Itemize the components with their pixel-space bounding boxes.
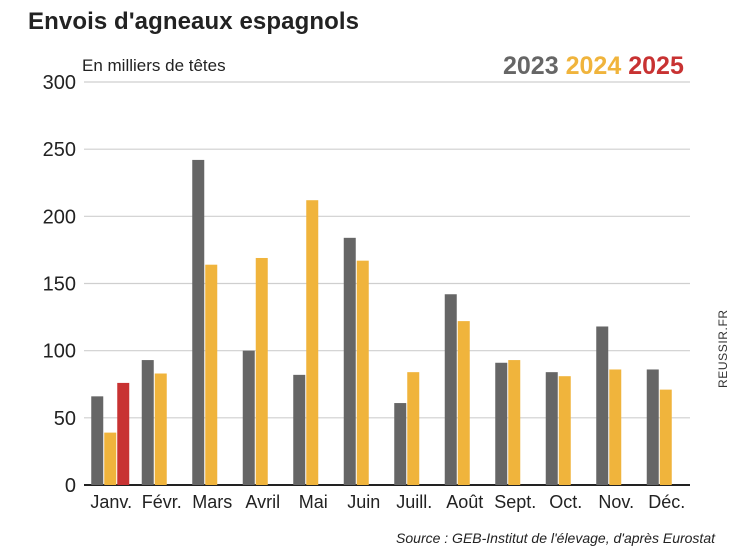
bar-2024-Oct. [558,376,571,485]
bar-2024-Avril [255,257,268,485]
bar-2023-Mars [192,159,205,485]
bar-2023-Nov. [596,326,609,485]
source-note: Source : GEB-Institut de l'élevage, d'ap… [396,530,715,546]
watermark: REUSSIR.FR [716,309,730,388]
bar-2024-Sept. [508,360,521,485]
bar-2024-Août [457,321,470,485]
bar-2023-Août [444,294,457,485]
x-tick-label: Févr. [142,492,182,512]
bar-2024-Juill. [407,372,420,485]
x-tick-label: Mai [299,492,328,512]
legend: 2023 2024 2025 [503,52,684,81]
bar-2023-Sept. [495,362,508,485]
bar-2024-Juin [356,260,369,485]
x-tick-label: Juin [347,492,380,512]
bar-2024-Févr. [154,373,167,485]
bar-2023-Juill. [394,403,407,485]
y-tick-label: 100 [43,341,76,363]
x-tick-label: Avril [245,492,280,512]
x-tick-label: Déc. [648,492,685,512]
bar-2024-Mars [205,264,218,485]
y-tick-label: 200 [43,206,76,228]
legend-item-2023: 2023 [503,52,559,80]
y-tick-label: 250 [43,139,76,161]
x-tick-label: Janv. [90,492,132,512]
x-tick-label: Sept. [494,492,536,512]
bar-2023-Janv. [91,396,104,485]
bar-2024-Nov. [609,369,622,485]
x-tick-label: Oct. [549,492,582,512]
chart-title: Envois d'agneaux espagnols [28,8,360,35]
x-tick-label: Nov. [598,492,634,512]
legend-item-2025: 2025 [628,52,684,80]
bar-2023-Mai [293,374,306,485]
bar-2025-Janv. [117,382,130,485]
bar-2024-Mai [306,200,319,486]
y-tick-label: 300 [43,72,76,94]
bar-2023-Févr. [141,360,154,485]
bar-2024-Janv. [104,432,117,485]
y-tick-label: 150 [43,274,76,296]
bar-2023-Oct. [545,372,558,485]
legend-item-2024: 2024 [565,52,622,80]
x-tick-label: Juill. [396,492,432,512]
bar-2024-Déc. [659,389,672,485]
bar-2023-Avril [242,350,255,485]
y-axis-label: En milliers de têtes [82,56,226,75]
bar-2023-Déc. [646,369,659,485]
x-tick-label: Mars [192,492,232,512]
x-tick-label: Août [446,492,483,512]
y-tick-label: 50 [54,408,76,430]
y-tick-label: 0 [65,475,76,497]
bar-2023-Juin [343,237,356,485]
